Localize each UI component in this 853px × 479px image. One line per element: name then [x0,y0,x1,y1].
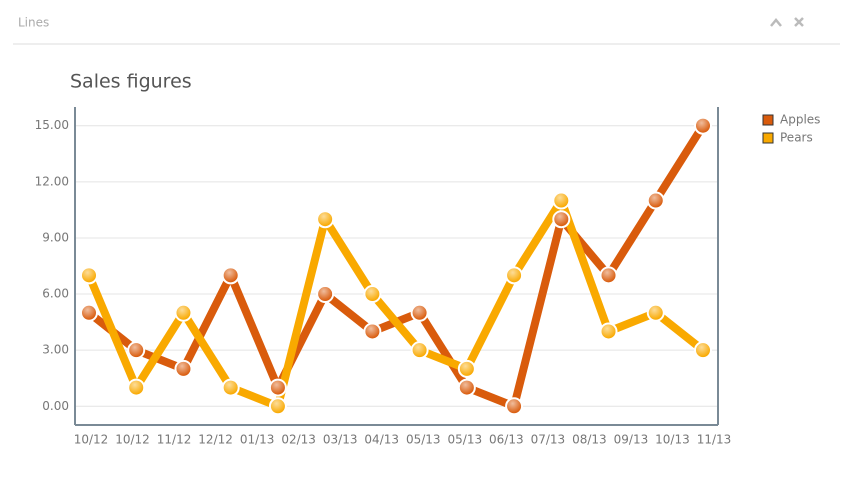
point-shine [129,343,144,358]
x-tick-label: 02/13 [281,433,316,447]
x-tick-label: 08/13 [572,433,607,447]
close-icon[interactable] [794,17,804,27]
y-tick-label: 3.00 [42,343,69,357]
legend-swatch [762,132,774,144]
x-tick-label: 10/12 [115,433,150,447]
point-shine [459,361,474,376]
point-shine [365,287,380,302]
point-shine [601,324,616,339]
legend-label: Pears [780,131,813,145]
point-shine [82,305,96,320]
chart-title: Sales figures [70,71,192,93]
point-shine [176,361,191,376]
x-tick-label: 01/13 [240,433,275,447]
point-shine [554,193,569,208]
x-tick-label: 07/13 [531,433,566,447]
y-tick-label: 12.00 [35,174,69,188]
x-tick-label: 03/13 [323,433,358,447]
point-shine [270,399,285,414]
point-shine [459,380,474,395]
point-shine [412,305,427,320]
legend-swatch [762,114,774,126]
point-shine [318,212,333,227]
panel-title: Lines [18,16,49,30]
point-shine [696,118,710,133]
point-shine [318,287,333,302]
y-tick-label: 0.00 [42,399,69,413]
point-shine [223,380,238,395]
x-tick-label: 06/13 [489,433,524,447]
x-tick-label: 09/13 [614,433,649,447]
x-tick-label: 11/12 [157,433,192,447]
x-tick-label: 10/13 [655,433,690,447]
point-shine [648,305,663,320]
point-shine [554,212,569,227]
y-tick-label: 15.00 [35,118,69,132]
point-shine [507,268,522,283]
point-shine [601,268,616,283]
legend-label: Apples [780,113,820,127]
y-tick-label: 6.00 [42,287,69,301]
x-tick-label: 12/12 [198,433,233,447]
series-line [85,196,706,411]
point-shine [176,305,191,320]
x-tick-label: 05/13 [406,433,441,447]
collapse-icon[interactable] [770,18,782,27]
y-tick-label: 9.00 [42,230,69,244]
x-tick-label: 04/13 [364,433,399,447]
point-shine [82,268,96,283]
point-shine [129,380,144,395]
point-shine [412,343,427,358]
x-tick-label: 10/12 [74,433,109,447]
point-shine [507,399,522,414]
point-shine [223,268,238,283]
x-tick-label: 05/13 [448,433,483,447]
point-shine [648,193,663,208]
point-shine [270,380,285,395]
point-shine [365,324,380,339]
x-tick-label: 11/13 [697,433,732,447]
point-shine [696,343,710,358]
